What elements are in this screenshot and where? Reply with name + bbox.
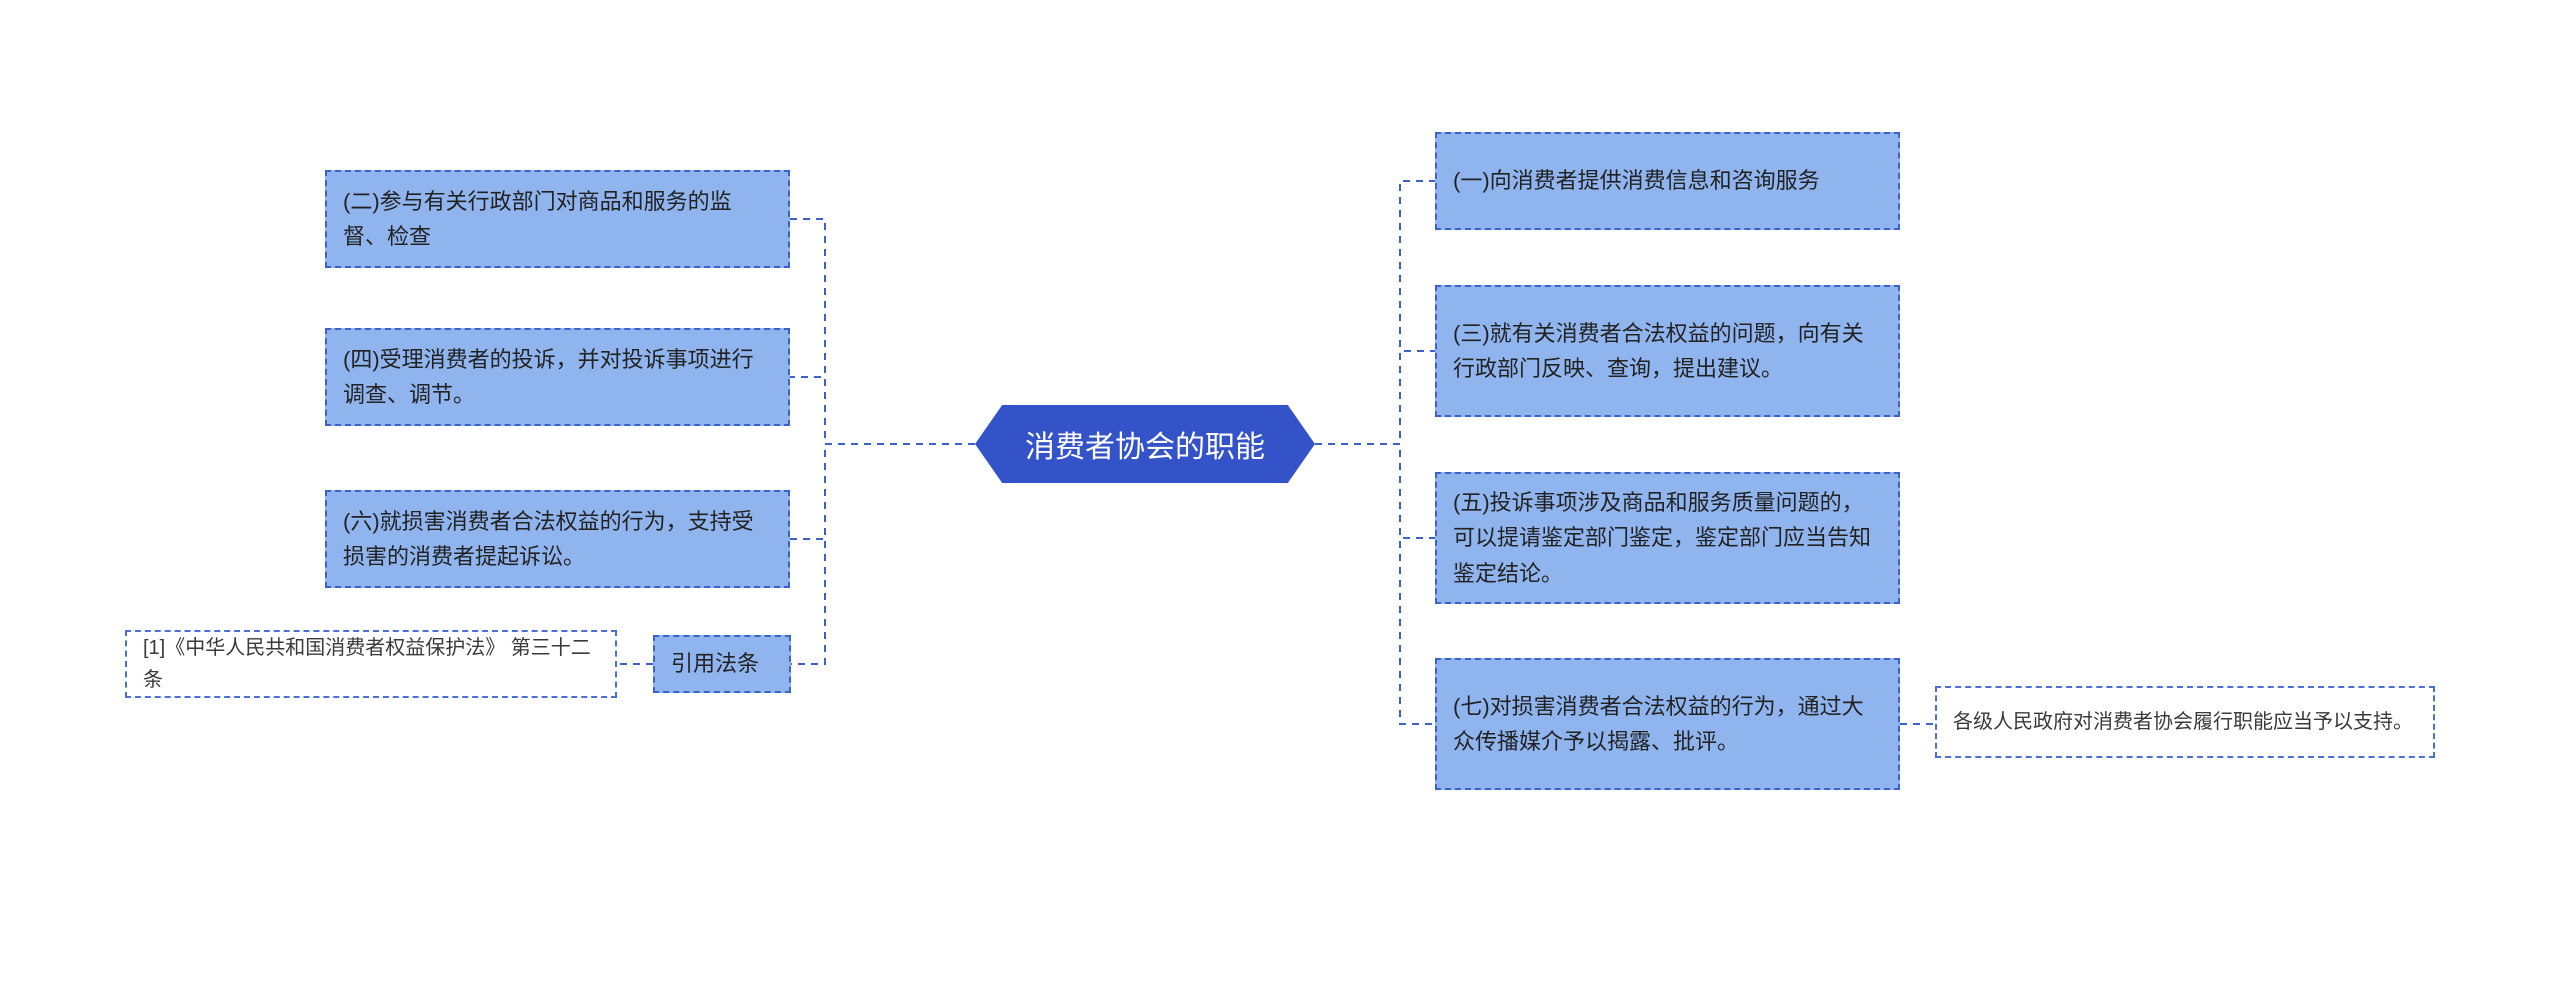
mindmap-node[interactable]: (四)受理消费者的投诉，并对投诉事项进行调查、调节。 bbox=[325, 328, 790, 426]
connector-line bbox=[1315, 444, 1435, 724]
mindmap-node[interactable]: [1]《中华人民共和国消费者权益保护法》 第三十二条 bbox=[125, 630, 617, 698]
connector-line bbox=[1315, 351, 1435, 444]
mindmap-node[interactable]: 各级人民政府对消费者协会履行职能应当予以支持。 bbox=[1935, 686, 2435, 758]
mindmap-node[interactable]: 引用法条 bbox=[653, 635, 791, 693]
mindmap-node[interactable]: (六)就损害消费者合法权益的行为，支持受损害的消费者提起诉讼。 bbox=[325, 490, 790, 588]
mindmap-node[interactable]: (二)参与有关行政部门对商品和服务的监督、检查 bbox=[325, 170, 790, 268]
mindmap-canvas: 消费者协会的职能 (二)参与有关行政部门对商品和服务的监督、检查 (四)受理消费者… bbox=[0, 0, 2560, 987]
mindmap-node[interactable]: (一)向消费者提供消费信息和咨询服务 bbox=[1435, 132, 1900, 230]
connector-line bbox=[1315, 181, 1435, 444]
connector-line bbox=[790, 377, 975, 444]
connector-line bbox=[791, 444, 975, 664]
mindmap-node[interactable]: (七)对损害消费者合法权益的行为，通过大众传播媒介予以揭露、批评。 bbox=[1435, 658, 1900, 790]
mindmap-node[interactable]: (五)投诉事项涉及商品和服务质量问题的，可以提请鉴定部门鉴定，鉴定部门应当告知鉴… bbox=[1435, 472, 1900, 604]
connector-line bbox=[790, 219, 975, 444]
connector-line bbox=[1315, 444, 1435, 538]
connector-line bbox=[790, 444, 975, 539]
mindmap-node[interactable]: (三)就有关消费者合法权益的问题，向有关行政部门反映、查询，提出建议。 bbox=[1435, 285, 1900, 417]
center-node[interactable]: 消费者协会的职能 bbox=[975, 405, 1315, 483]
